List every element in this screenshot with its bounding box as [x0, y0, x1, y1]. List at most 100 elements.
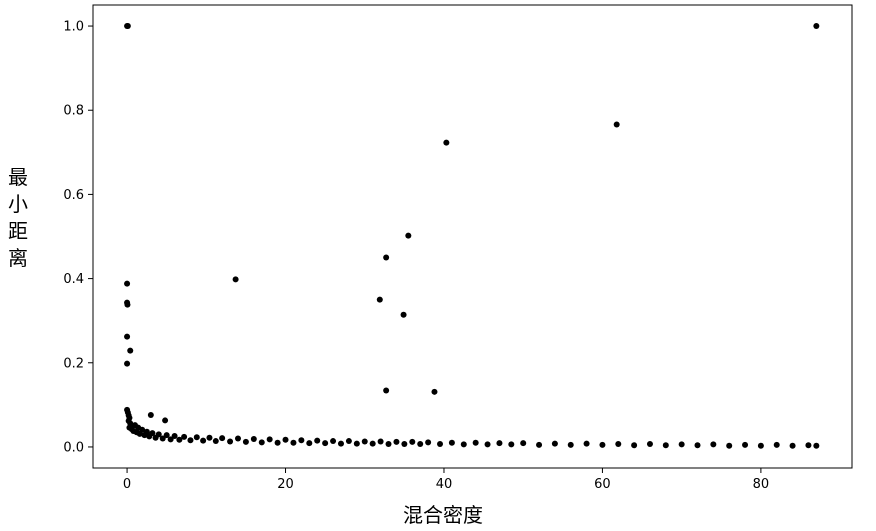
data-point: [235, 436, 241, 442]
y-tick-label: 0.0: [63, 440, 84, 455]
data-point: [742, 442, 748, 448]
data-point-outlier: [377, 297, 383, 303]
data-point-outlier: [401, 312, 407, 318]
y-tick-label: 0.8: [63, 104, 84, 119]
data-point: [805, 442, 811, 448]
data-point: [386, 441, 392, 447]
data-point-outlier: [124, 334, 130, 340]
y-axis-title-char: 离: [8, 246, 28, 270]
y-tick-label: 0.6: [63, 188, 84, 203]
data-point: [615, 441, 621, 447]
data-point-outlier: [162, 417, 168, 423]
data-points: [124, 23, 819, 449]
data-point: [187, 437, 193, 443]
data-point: [417, 441, 423, 447]
data-point: [259, 439, 265, 445]
data-point: [726, 443, 732, 449]
data-point: [267, 436, 273, 442]
data-point-outlier: [148, 412, 154, 418]
data-point: [409, 439, 415, 445]
plot-area: [93, 5, 852, 468]
data-point: [206, 435, 212, 441]
data-point: [813, 443, 819, 449]
y-tick-label: 0.4: [63, 272, 84, 287]
data-point: [473, 440, 479, 446]
x-tick-label: 60: [594, 477, 611, 492]
data-point: [227, 438, 233, 444]
data-point: [647, 441, 653, 447]
data-point: [485, 441, 491, 447]
data-point: [298, 437, 304, 443]
data-point: [536, 442, 542, 448]
data-point-outlier: [124, 302, 130, 308]
data-point: [758, 443, 764, 449]
data-point-outlier: [233, 276, 239, 282]
data-point: [378, 438, 384, 444]
y-axis-title-char: 距: [8, 219, 28, 243]
data-point-outlier: [431, 389, 437, 395]
data-point-outlier: [443, 140, 449, 146]
x-axis: 0 20 40 60 80: [123, 468, 769, 492]
data-point-outlier: [405, 233, 411, 239]
data-point-outlier: [383, 388, 389, 394]
data-point-outlier: [614, 122, 620, 128]
y-axis: 0.0 0.2 0.4 0.6 0.8 1.0: [63, 20, 93, 456]
y-axis-title: 最小距离: [8, 165, 28, 270]
data-point: [362, 438, 368, 444]
data-point: [283, 437, 289, 443]
data-point: [338, 441, 344, 447]
x-tick-label: 40: [436, 477, 453, 492]
data-point-outlier: [124, 361, 130, 367]
x-axis-title: 混合密度: [403, 503, 483, 527]
data-point: [251, 436, 257, 442]
data-point: [243, 439, 249, 445]
data-point: [219, 435, 225, 441]
data-point: [213, 438, 219, 444]
x-tick-label: 80: [753, 477, 770, 492]
data-point-outlier: [813, 23, 819, 29]
data-point: [401, 441, 407, 447]
data-point: [508, 441, 514, 447]
y-axis-title-char: 小: [8, 192, 28, 216]
data-point: [552, 441, 558, 447]
data-point: [425, 439, 431, 445]
data-point: [679, 441, 685, 447]
data-point: [584, 441, 590, 447]
data-point: [774, 442, 780, 448]
data-point: [568, 442, 574, 448]
data-point: [790, 443, 796, 449]
data-point: [172, 433, 178, 439]
data-point: [275, 440, 281, 446]
data-point: [710, 441, 716, 447]
y-tick-label: 0.2: [63, 356, 84, 371]
data-point: [330, 438, 336, 444]
data-point: [663, 442, 669, 448]
data-point: [461, 441, 467, 447]
y-tick-label: 1.0: [63, 20, 84, 35]
data-point: [346, 438, 352, 444]
data-point-outlier: [127, 348, 133, 354]
data-point: [631, 442, 637, 448]
data-point: [599, 442, 605, 448]
data-point: [520, 440, 526, 446]
data-point: [200, 438, 206, 444]
data-point: [290, 440, 296, 446]
data-point: [449, 440, 455, 446]
data-point: [314, 438, 320, 444]
data-point: [354, 441, 360, 447]
data-point: [322, 440, 328, 446]
data-point: [194, 434, 200, 440]
x-tick-label: 0: [123, 477, 131, 492]
data-point: [496, 440, 502, 446]
data-point-outlier: [125, 23, 131, 29]
data-point-outlier: [383, 255, 389, 261]
x-tick-label: 20: [277, 477, 294, 492]
data-point: [437, 441, 443, 447]
data-point: [306, 440, 312, 446]
data-point: [695, 442, 701, 448]
y-axis-title-char: 最: [8, 165, 28, 189]
data-point-outlier: [124, 281, 130, 287]
data-point: [393, 439, 399, 445]
data-point: [370, 441, 376, 447]
